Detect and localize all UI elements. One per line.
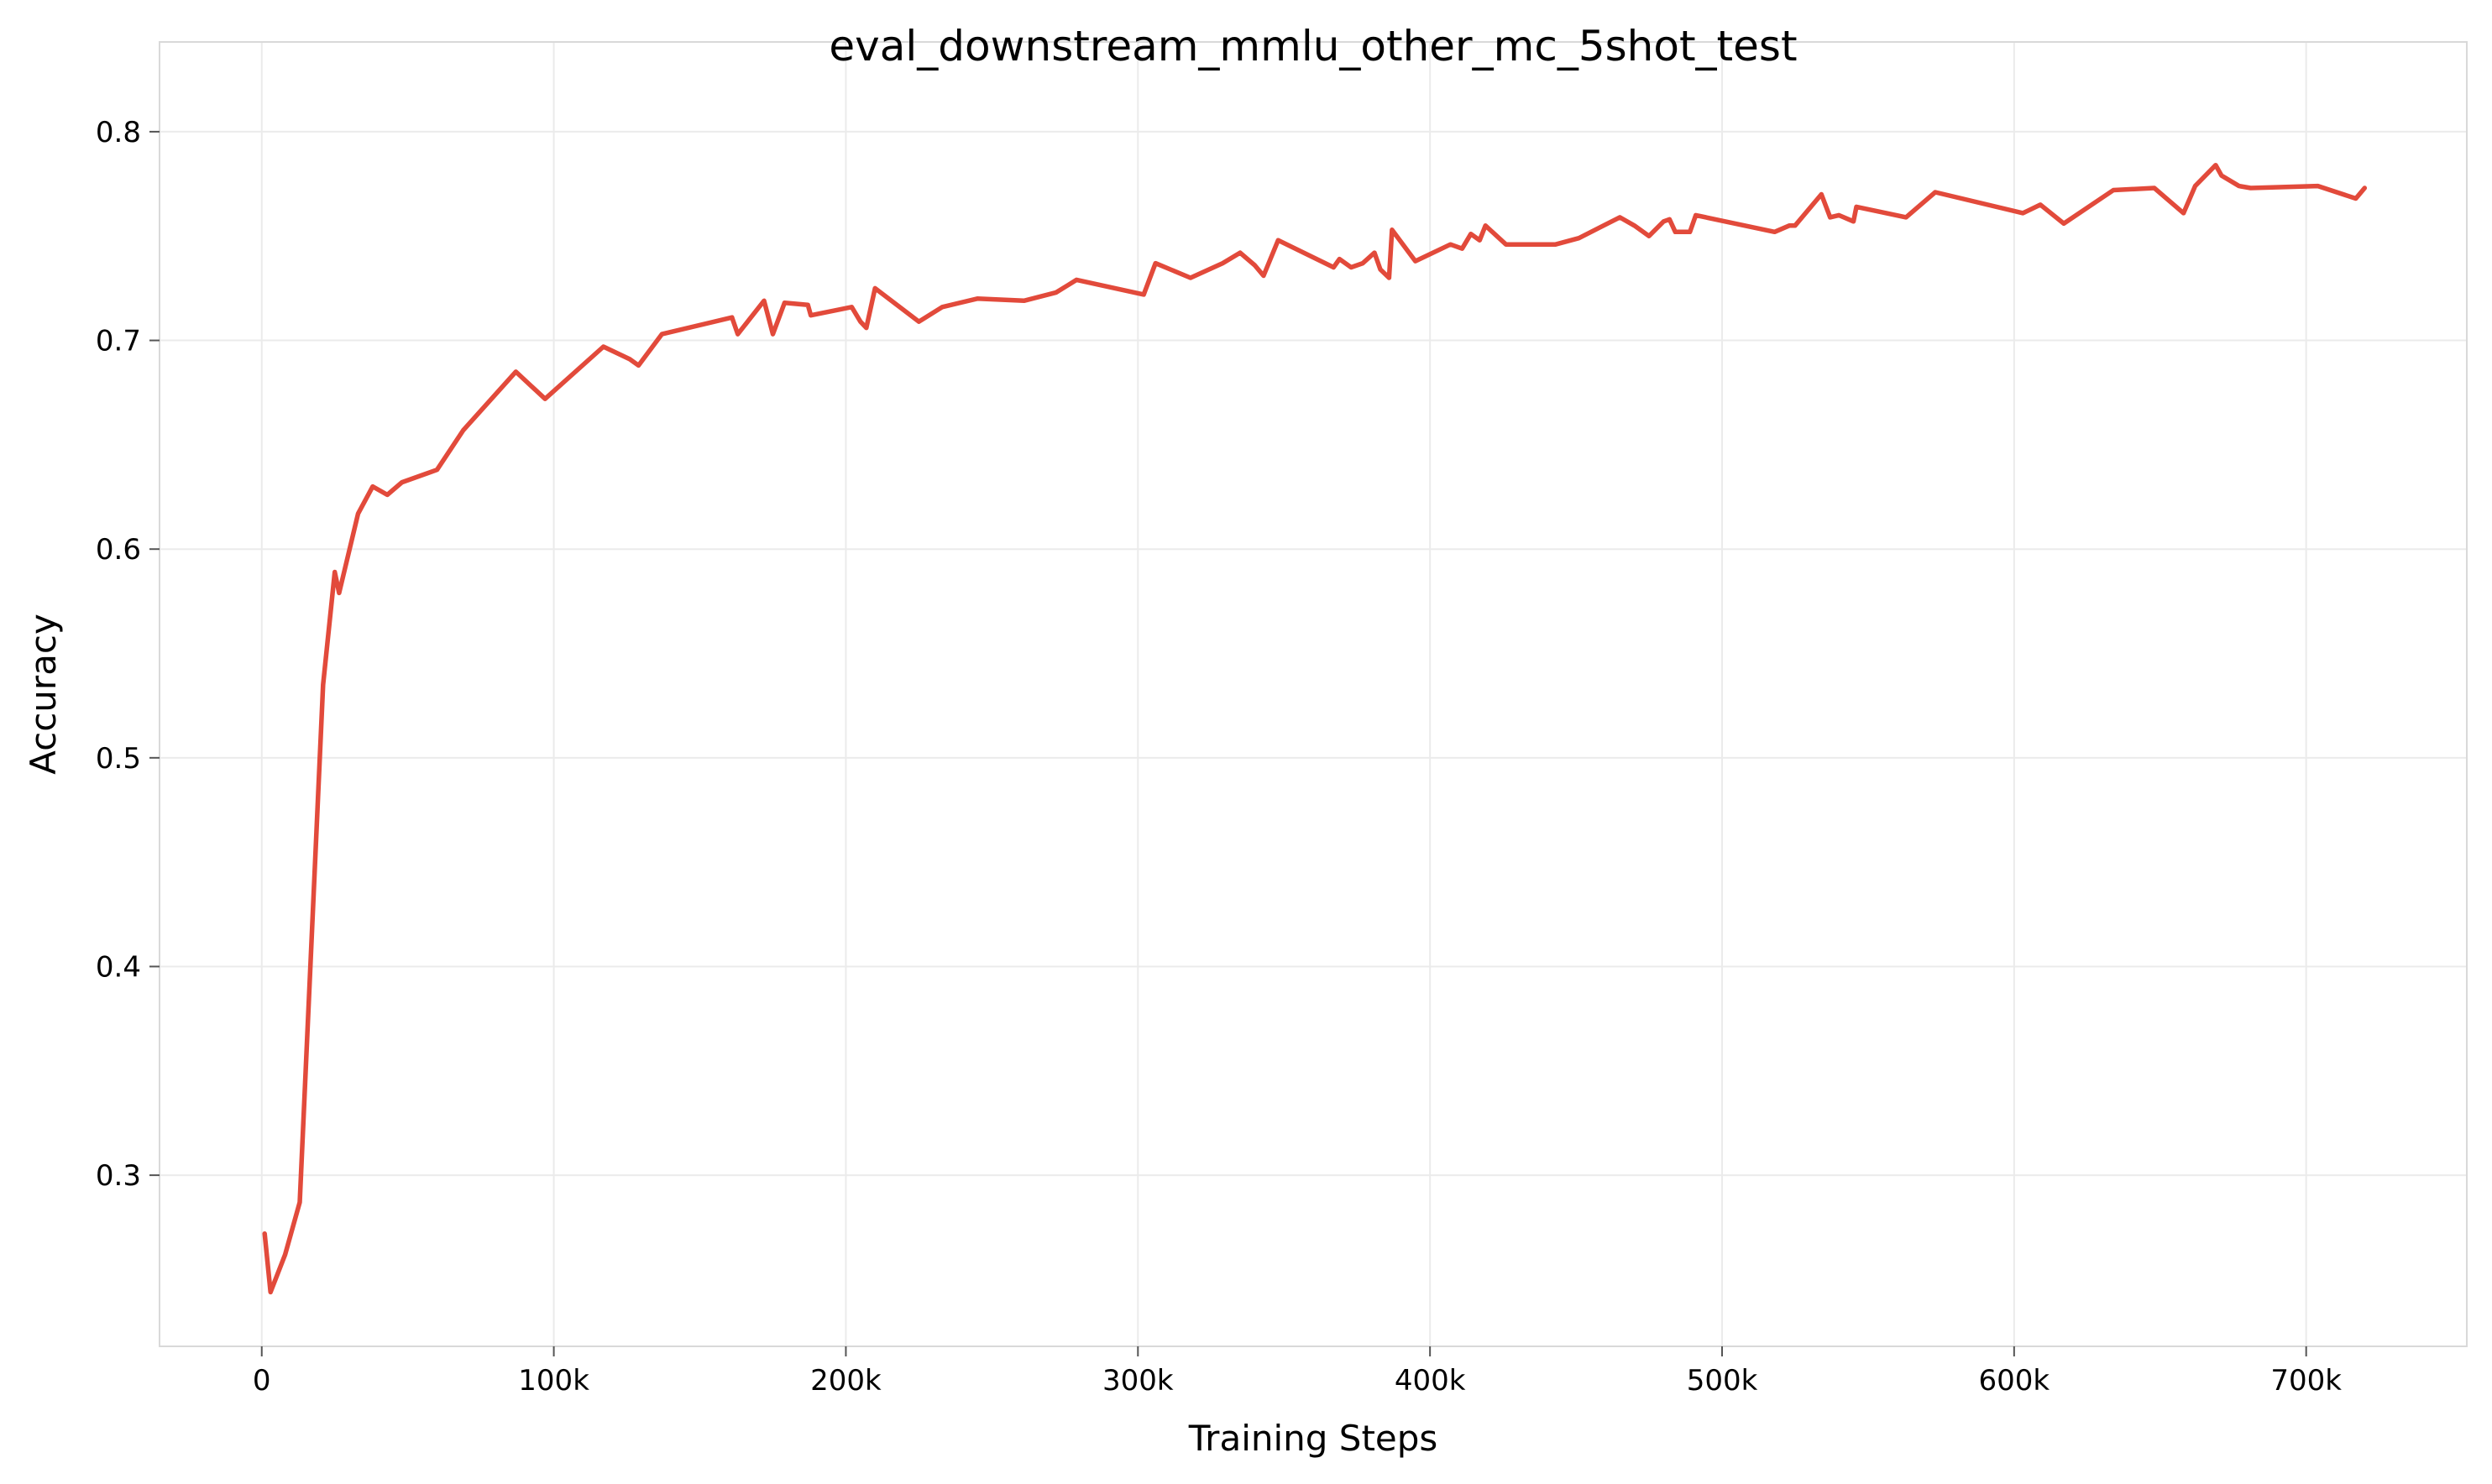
x-tick-label: 300k [1102,1364,1174,1398]
y-tick-label: 0.3 [96,1159,141,1193]
y-tick-label: 0.6 [96,533,141,567]
x-tick-label: 100k [518,1364,589,1398]
plot-area-frame [159,41,2468,1347]
x-tick-label: 700k [2270,1364,2342,1398]
y-tick-label: 0.4 [96,950,141,984]
x-tick-label: 400k [1395,1364,1466,1398]
x-tick-label: 600k [1979,1364,2050,1398]
chart-title: eval_downstream_mmlu_other_mc_5shot_test [829,22,1797,71]
x-axis-label: Training Steps [1188,1418,1438,1459]
x-tick-label: 200k [810,1364,882,1398]
y-tick-label: 0.8 [96,116,141,149]
x-tick-label: 500k [1687,1364,1758,1398]
x-gridlines [260,42,2307,1346]
y-gridlines [160,130,2467,1177]
series-line-accuracy [262,162,2368,1295]
y-tick-label: 0.7 [96,325,141,358]
y-axis-ticks: 0.3 0.4 0.5 0.6 0.7 0.8 [96,116,160,1193]
y-axis-label: Accuracy [23,614,64,775]
y-tick-label: 0.5 [96,742,141,776]
x-tick-label: 0 [253,1364,271,1398]
x-axis-ticks: 0 100k 200k 300k 400k 500k 600k 700k [253,1346,2342,1398]
